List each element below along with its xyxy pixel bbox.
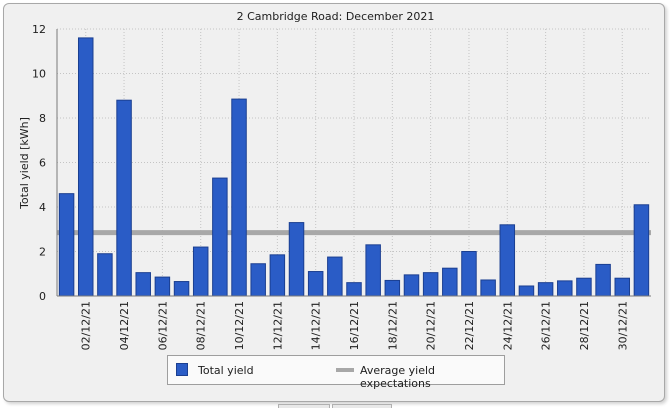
bar-total-yield[interactable] (212, 177, 228, 297)
x-tick-label: 02/12/21 (80, 301, 93, 350)
bottom-tab-2[interactable] (332, 404, 392, 408)
x-tick-label: 06/12/21 (156, 301, 169, 350)
bar-total-yield[interactable] (557, 280, 573, 297)
x-tick-label: 14/12/21 (310, 301, 323, 350)
bar-total-yield[interactable] (442, 267, 458, 297)
legend-label-total-yield: Total yield (198, 364, 254, 377)
bar-total-yield[interactable] (77, 37, 94, 297)
y-tick-label: 12 (32, 23, 46, 36)
bar-total-yield[interactable] (250, 263, 266, 297)
y-axis-label: Total yield [kWh] (18, 117, 31, 210)
bar-total-yield[interactable] (269, 254, 286, 297)
x-tick-label: 28/12/21 (578, 301, 591, 350)
bar-total-yield[interactable] (576, 277, 592, 297)
bar-total-yield[interactable] (231, 98, 247, 297)
bar-total-yield[interactable] (307, 271, 324, 297)
bar-total-yield[interactable] (384, 279, 401, 297)
x-tick-label: 22/12/21 (463, 301, 476, 350)
x-tick-label: 10/12/21 (233, 301, 246, 350)
y-tick-label: 6 (39, 157, 46, 170)
chart-panel (3, 3, 665, 402)
bar-total-yield[interactable] (403, 274, 420, 297)
x-tick-label: 04/12/21 (118, 301, 131, 350)
x-tick-label: 08/12/21 (195, 301, 208, 350)
y-tick-label: 8 (39, 112, 46, 125)
legend-label-average-yield: Average yield expectations (360, 364, 436, 390)
legend-swatch-average-yield (336, 368, 354, 372)
bar-total-yield[interactable] (461, 251, 477, 297)
x-tick-label: 24/12/21 (501, 301, 514, 350)
x-tick-label: 26/12/21 (540, 301, 553, 350)
bar-total-yield[interactable] (480, 279, 496, 297)
bar-total-yield[interactable] (365, 244, 381, 297)
bar-total-yield[interactable] (135, 272, 151, 297)
x-tick-label: 12/12/21 (271, 301, 284, 350)
y-tick-label: 10 (32, 68, 46, 81)
bar-total-yield[interactable] (154, 276, 171, 297)
bar-total-yield[interactable] (518, 285, 535, 297)
x-tick-label: 30/12/21 (616, 301, 629, 350)
bar-total-yield[interactable] (422, 272, 439, 297)
legend: Total yield Average yield expectations (167, 355, 505, 390)
bar-total-yield[interactable] (97, 253, 113, 297)
bar-total-yield[interactable] (116, 99, 132, 297)
bar-total-yield[interactable] (614, 277, 631, 297)
bar-total-yield[interactable] (173, 281, 190, 297)
bar-total-yield[interactable] (346, 282, 362, 297)
bar-total-yield[interactable] (192, 246, 209, 297)
bar-total-yield[interactable] (58, 193, 75, 297)
x-tick-label: 20/12/21 (425, 301, 438, 350)
y-tick-label: 2 (39, 246, 46, 259)
y-tick-label: 0 (39, 290, 46, 303)
bar-total-yield[interactable] (537, 282, 554, 297)
legend-swatch-total-yield (176, 363, 188, 376)
bar-total-yield[interactable] (595, 263, 611, 297)
bottom-tab-1[interactable] (278, 404, 330, 408)
x-tick-label: 16/12/21 (348, 301, 361, 350)
bar-total-yield[interactable] (499, 224, 516, 297)
y-tick-label: 4 (39, 201, 46, 214)
chart-title: 2 Cambridge Road: December 2021 (236, 10, 435, 23)
bar-total-yield[interactable] (327, 256, 343, 297)
x-tick-label: 18/12/21 (386, 301, 399, 350)
bar-total-yield[interactable] (288, 222, 305, 297)
bar-total-yield[interactable] (633, 204, 650, 297)
